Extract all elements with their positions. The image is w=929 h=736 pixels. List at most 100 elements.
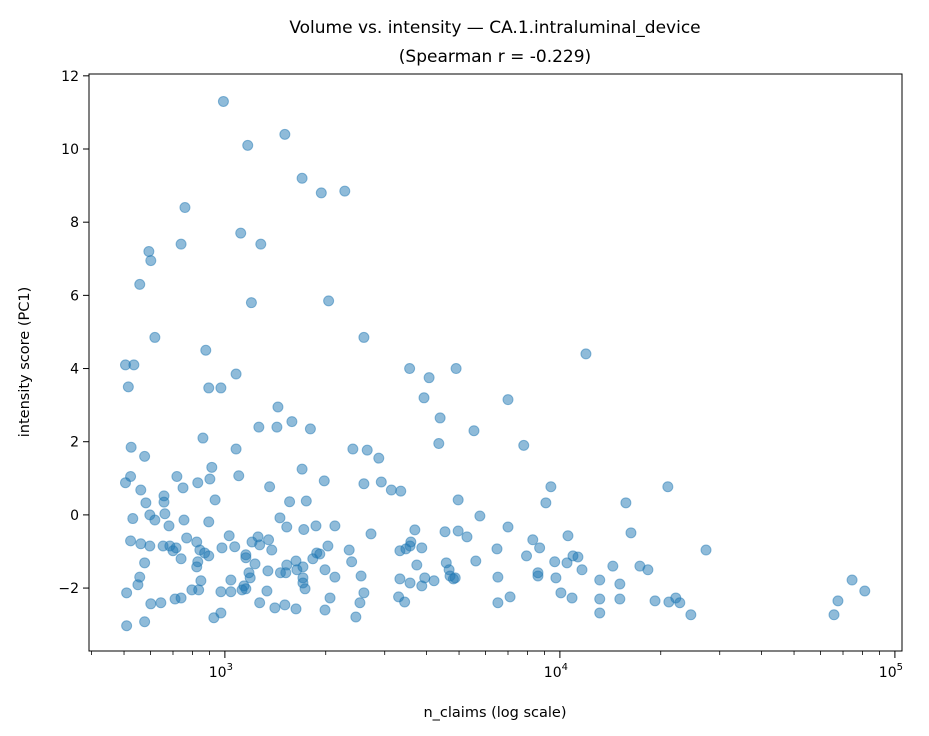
data-point — [620, 497, 632, 509]
data-point — [492, 597, 504, 609]
data-point — [470, 555, 482, 567]
data-point — [272, 401, 284, 413]
data-point — [121, 587, 133, 599]
data-point — [502, 521, 514, 533]
data-point — [310, 520, 322, 532]
points-layer — [119, 95, 871, 632]
data-point — [411, 559, 423, 571]
data-point — [492, 571, 504, 583]
data-point — [449, 572, 461, 584]
data-point — [225, 586, 237, 598]
data-point — [347, 443, 359, 455]
data-point — [155, 597, 167, 609]
data-point — [594, 607, 606, 619]
data-point — [191, 561, 203, 573]
data-point — [572, 551, 584, 563]
data-point — [322, 540, 334, 552]
data-point — [233, 470, 245, 482]
data-point — [203, 550, 215, 562]
data-point — [245, 297, 257, 309]
data-point — [127, 513, 139, 525]
data-point — [274, 512, 286, 524]
data-point — [192, 477, 204, 489]
data-point — [163, 520, 175, 532]
data-point — [121, 620, 133, 632]
data-point — [534, 542, 546, 554]
data-point — [139, 450, 151, 462]
data-point — [291, 564, 303, 576]
data-point — [323, 295, 335, 307]
data-point — [119, 477, 131, 489]
data-point — [263, 534, 275, 546]
data-point — [223, 530, 235, 542]
y-tick-label: −2 — [58, 581, 79, 597]
data-point — [452, 525, 464, 537]
data-point — [229, 541, 241, 553]
data-point — [355, 570, 367, 582]
data-point — [279, 128, 291, 140]
data-point — [200, 344, 212, 356]
data-point — [418, 392, 430, 404]
data-point — [358, 331, 370, 343]
data-point — [249, 558, 261, 570]
data-point — [700, 544, 712, 556]
data-point — [532, 567, 544, 579]
data-point — [642, 564, 654, 576]
data-point — [181, 532, 193, 544]
data-point — [329, 571, 341, 583]
data-point — [217, 95, 229, 107]
y-tick-label: 10 — [61, 142, 79, 158]
data-point — [409, 524, 421, 536]
plot-frame — [88, 73, 903, 652]
data-point — [521, 550, 533, 562]
data-point — [215, 586, 227, 598]
x-axis-label: n_claims (log scale) — [423, 705, 566, 721]
data-point — [828, 609, 840, 621]
data-point — [286, 416, 298, 428]
data-point — [315, 187, 327, 199]
data-point — [329, 520, 341, 532]
data-point — [296, 463, 308, 475]
data-point — [576, 564, 588, 576]
data-point — [307, 553, 319, 565]
data-point — [209, 494, 221, 506]
data-point — [365, 528, 377, 540]
data-point — [373, 452, 385, 464]
data-point — [423, 372, 435, 384]
data-point — [290, 603, 302, 615]
y-axis: −2 0 2 4 6 8 10 12 — [58, 69, 89, 597]
data-point — [236, 584, 248, 596]
data-point — [474, 510, 486, 522]
data-point — [125, 535, 137, 547]
data-point — [594, 593, 606, 605]
data-point — [649, 595, 661, 607]
data-point — [145, 598, 157, 610]
data-point — [175, 238, 187, 250]
data-point — [416, 542, 428, 554]
x-tick-exponent: 3 — [227, 662, 233, 673]
data-point — [125, 441, 137, 453]
data-point — [416, 580, 428, 592]
data-point — [122, 381, 134, 393]
x-tick-label: 103 — [209, 662, 233, 681]
data-point — [859, 585, 871, 597]
data-point — [566, 592, 578, 604]
data-point — [254, 597, 266, 609]
data-point — [304, 423, 316, 435]
data-point — [266, 544, 278, 556]
data-point — [607, 560, 619, 572]
data-point — [134, 278, 146, 290]
data-point — [298, 524, 310, 536]
data-point — [158, 496, 170, 508]
data-point — [206, 461, 218, 473]
data-point — [562, 530, 574, 542]
data-point — [394, 573, 406, 585]
data-point — [255, 238, 267, 250]
x-tick-exponent: 5 — [897, 662, 903, 673]
data-point — [504, 591, 516, 603]
data-point — [240, 552, 252, 564]
data-point — [502, 394, 514, 406]
x-tick-base: 10 — [544, 665, 562, 681]
data-point — [545, 481, 557, 493]
